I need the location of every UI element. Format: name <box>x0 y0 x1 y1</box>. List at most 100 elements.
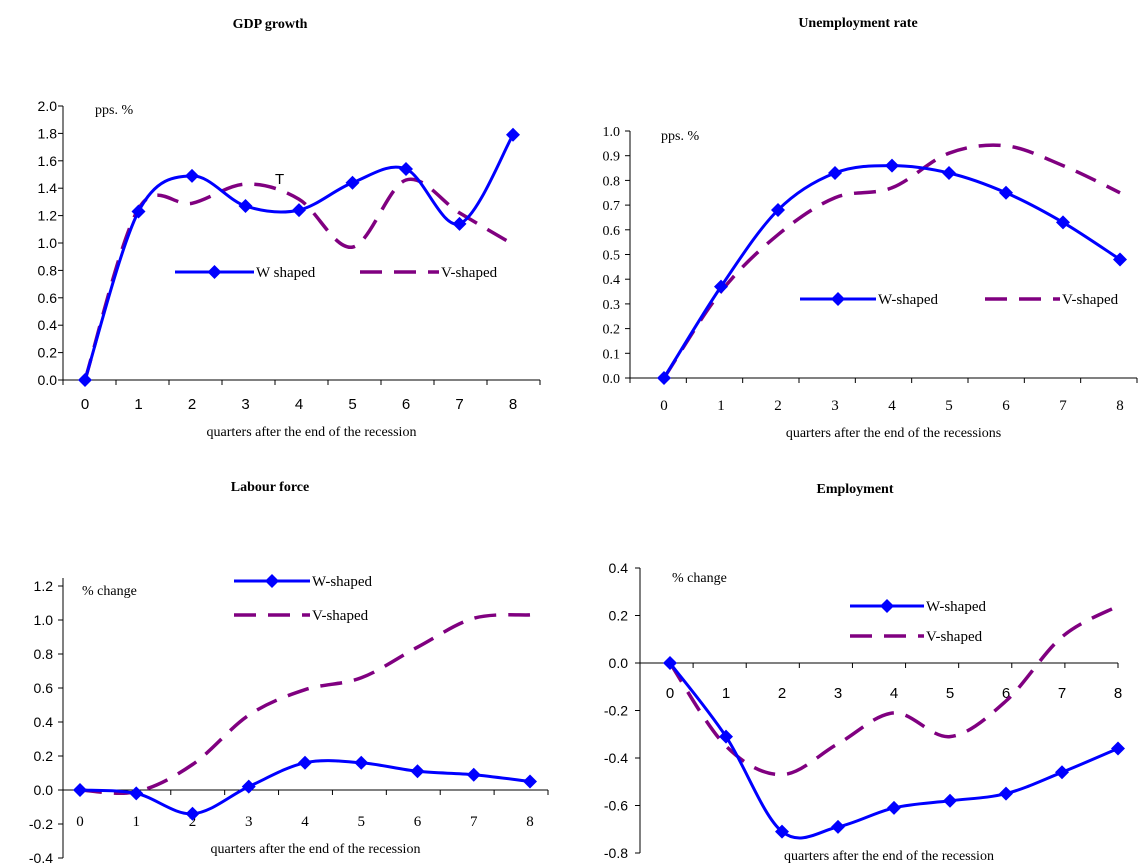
w-shaped-point <box>466 767 481 782</box>
w-shaped-point <box>1113 252 1127 267</box>
x-tick-label: 2 <box>774 398 782 414</box>
w-shaped-point <box>185 168 199 183</box>
y-tick-label: -0.6 <box>604 798 628 814</box>
y-tick-label: 0.5 <box>603 249 621 264</box>
y-tick-label: -0.2 <box>29 816 53 832</box>
y-tick-label: 1.6 <box>38 153 58 169</box>
w-shaped-series-line <box>668 662 1119 840</box>
x-tick-label: 7 <box>1059 398 1067 414</box>
chart-annotation: T <box>275 171 284 188</box>
x-tick-label: 1 <box>134 396 142 413</box>
w-shaped-point <box>452 216 467 231</box>
w-shaped-series-line <box>662 164 1121 379</box>
x-tick-label: 5 <box>358 814 366 830</box>
w-shaped-point <box>354 755 369 770</box>
x-tick-label: 8 <box>526 814 534 830</box>
w-shaped-point <box>663 656 677 670</box>
w-shaped-point <box>831 819 845 834</box>
w-shaped-point <box>131 204 146 219</box>
w-shaped-point <box>298 755 312 770</box>
y-tick-label: -0.2 <box>604 703 628 719</box>
legend-w-marker <box>831 292 845 306</box>
y-tick-label: 0.4 <box>609 560 629 576</box>
x-tick-label: 3 <box>834 685 842 702</box>
x-tick-label: 1 <box>717 398 725 414</box>
x-tick-label: 8 <box>509 396 517 413</box>
legend-w-marker <box>265 574 279 588</box>
x-tick-label: 4 <box>301 814 309 830</box>
chart-title: Unemployment rate <box>798 16 917 31</box>
y-tick-label: 0.3 <box>603 298 621 313</box>
chart-title: Employment <box>817 482 894 497</box>
unit-label: pps. % <box>661 129 699 144</box>
y-tick-label: -0.4 <box>604 750 628 766</box>
legend-w-label: W shaped <box>256 265 316 281</box>
w-shaped-point <box>523 774 537 789</box>
employment-chart: Employment -0.8 -0.6 -0.4 -0.2 0.0 0.2 0.4 0 1 2 3 4… <box>604 482 1125 864</box>
y-tick-label: 1.0 <box>38 235 58 251</box>
y-tick-label: 0.6 <box>34 680 54 696</box>
x-axis-title: quarters after the end of the recession <box>784 849 994 864</box>
w-shaped-point <box>399 162 413 177</box>
y-tick-label: 0.0 <box>38 372 58 388</box>
w-shaped-point <box>129 786 144 801</box>
y-tick-label: 1.4 <box>38 180 58 196</box>
x-axis-title: quarters after the end of the recession <box>207 425 417 440</box>
w-shaped-point <box>506 127 520 142</box>
x-tick-label: 8 <box>1114 685 1122 702</box>
y-tick-label: 0.4 <box>603 273 621 288</box>
x-tick-label: 6 <box>402 396 410 413</box>
y-tick-label: 0.6 <box>603 224 621 239</box>
y-tick-label: -0.4 <box>29 850 53 866</box>
unemployment-rate-chart: Unemployment rate 0.0 0.1 0.2 0.3 0.4 0.5 0.6 0.… <box>603 16 1138 441</box>
w-shaped-point <box>771 203 785 218</box>
x-tick-label: 7 <box>455 396 463 413</box>
y-tick-label: 0.4 <box>34 714 54 730</box>
x-tick-label: 5 <box>945 398 953 414</box>
y-tick-label: 0.0 <box>34 782 54 798</box>
y-tick-label: 1.2 <box>38 208 58 224</box>
legend-w-label: W-shaped <box>878 292 938 308</box>
x-tick-label: 5 <box>946 685 954 702</box>
x-tick-label: 2 <box>778 685 786 702</box>
w-shaped-point <box>185 806 200 821</box>
x-tick-label: 7 <box>470 814 478 830</box>
y-tick-label: 0.0 <box>609 655 629 671</box>
y-tick-label: 0.2 <box>38 345 58 361</box>
y-tick-label: 0.4 <box>38 317 58 333</box>
v-shaped-series-line <box>79 613 531 796</box>
x-axis-title: quarters after the end of the recession <box>211 842 421 857</box>
x-tick-label: 0 <box>76 814 84 830</box>
v-shaped-series-line <box>668 604 1119 777</box>
w-shaped-point <box>942 165 956 180</box>
x-tick-label: 8 <box>1116 398 1124 414</box>
x-tick-label: 4 <box>295 396 303 413</box>
y-tick-label: -0.8 <box>604 845 628 861</box>
legend-v-label: V-shaped <box>1062 292 1119 308</box>
y-tick-label: 0.6 <box>38 290 58 306</box>
y-tick-label: 0.2 <box>34 748 54 764</box>
y-tick-label: 1.2 <box>34 578 54 594</box>
x-tick-label: 1 <box>722 685 730 702</box>
x-tick-label: 3 <box>245 814 253 830</box>
x-tick-label: 3 <box>241 396 249 413</box>
y-tick-label: 0.9 <box>603 150 621 165</box>
y-tick-label: 1.8 <box>38 125 58 141</box>
w-shaped-point <box>410 764 425 779</box>
x-tick-label: 7 <box>1058 685 1066 702</box>
legend: W-shaped V-shaped <box>234 574 372 624</box>
chart-title: Labour force <box>231 480 309 495</box>
w-shaped-point <box>885 158 899 173</box>
w-shaped-point <box>1056 215 1070 230</box>
y-tick-label: 0.7 <box>603 199 621 214</box>
w-shaped-point <box>73 783 87 797</box>
legend-w-label: W-shaped <box>312 574 372 590</box>
x-tick-label: 0 <box>81 396 89 413</box>
legend-v-label: V-shaped <box>926 629 983 645</box>
unit-label: % change <box>82 584 137 599</box>
x-tick-label: 2 <box>189 814 197 830</box>
legend: W-shaped V-shaped <box>850 599 986 645</box>
x-tick-label: 1 <box>133 814 141 830</box>
w-shaped-point <box>719 729 733 744</box>
legend-w-marker <box>880 599 894 613</box>
